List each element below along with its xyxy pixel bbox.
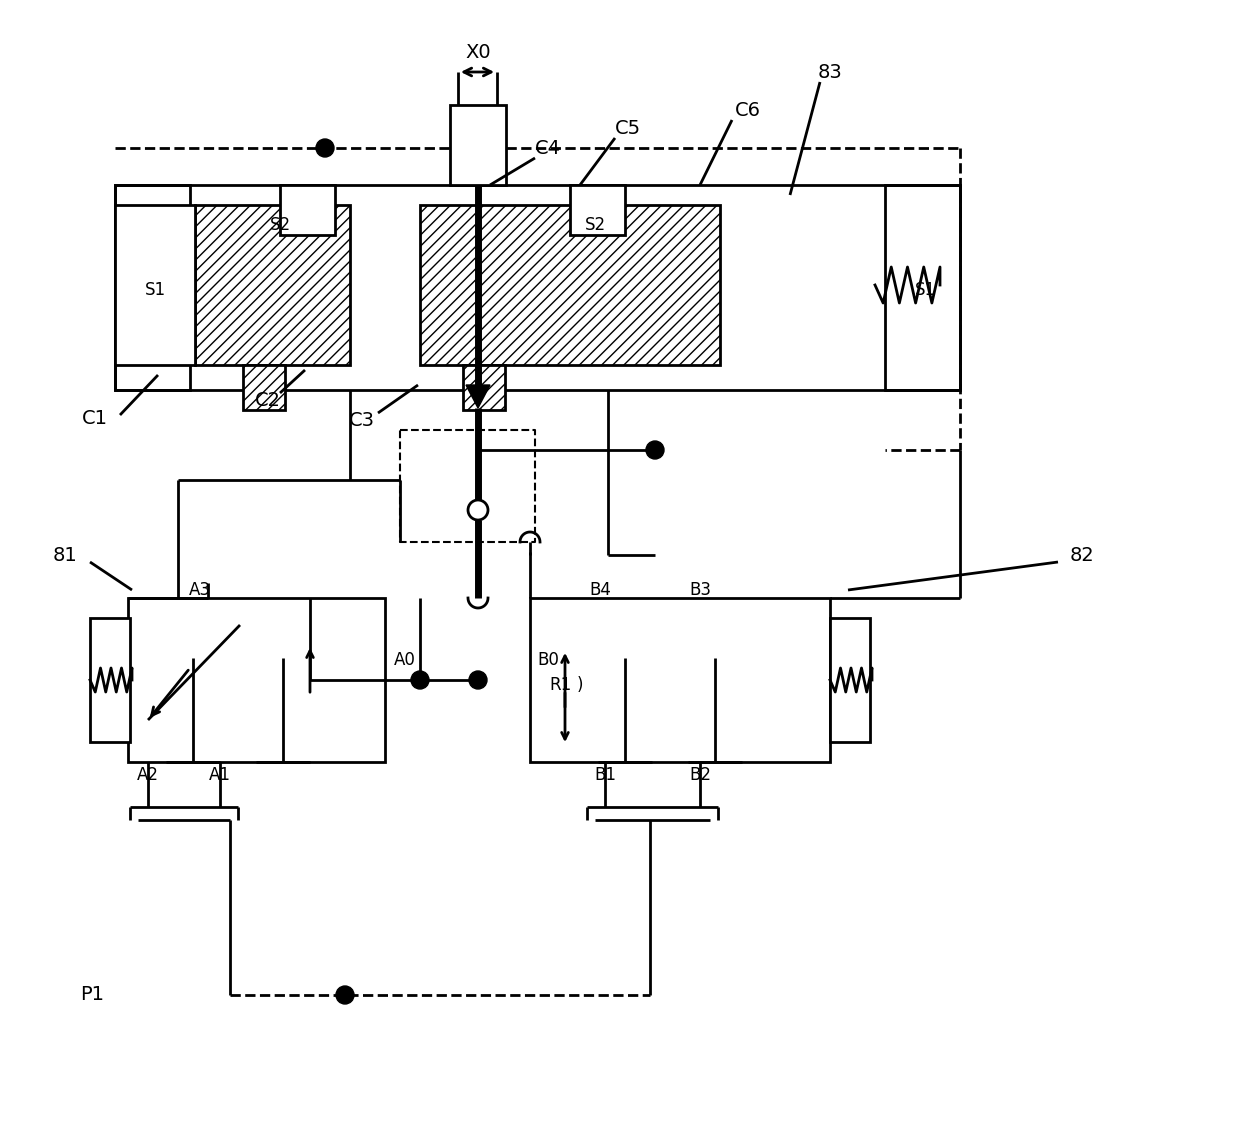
Text: B3: B3 [689,581,711,599]
Bar [463,365,505,410]
Bar [195,205,350,365]
Bar [529,598,830,763]
Circle shape [316,139,334,157]
Bar [115,185,190,390]
Text: S2: S2 [584,216,605,234]
Circle shape [467,500,489,520]
Circle shape [336,986,353,1004]
Text: R1: R1 [549,676,572,694]
Text: B4: B4 [589,581,611,599]
Text: ): ) [577,676,583,694]
Text: C3: C3 [348,411,374,429]
Text: S2: S2 [269,216,290,234]
Text: 83: 83 [817,63,842,81]
Text: C2: C2 [255,390,281,410]
Bar [450,105,506,185]
Bar [280,185,335,235]
Circle shape [410,671,429,689]
Bar [830,618,870,742]
Bar [243,365,285,410]
Polygon shape [466,385,490,408]
Text: 81: 81 [52,545,77,564]
Text: C6: C6 [735,101,761,119]
Text: C4: C4 [534,139,560,158]
Text: A3: A3 [188,581,211,599]
Bar [128,598,384,763]
Text: 82: 82 [1070,545,1095,564]
Text: B2: B2 [689,766,711,784]
Text: S1: S1 [144,281,166,299]
Text: C5: C5 [615,118,641,137]
Text: S1: S1 [914,281,935,299]
Text: P1: P1 [81,986,104,1004]
Bar [115,205,195,365]
Circle shape [469,671,487,689]
Bar [91,618,130,742]
Text: B0: B0 [537,652,559,669]
Circle shape [646,441,663,459]
Bar [885,185,960,390]
Text: A2: A2 [136,766,159,784]
Text: X0: X0 [465,42,491,62]
Text: C1: C1 [82,409,108,427]
Text: A0: A0 [394,652,415,669]
Bar [115,205,195,365]
Bar [115,185,960,390]
Text: B1: B1 [594,766,616,784]
Bar [570,185,625,235]
Text: A1: A1 [210,766,231,784]
Bar [420,205,720,365]
